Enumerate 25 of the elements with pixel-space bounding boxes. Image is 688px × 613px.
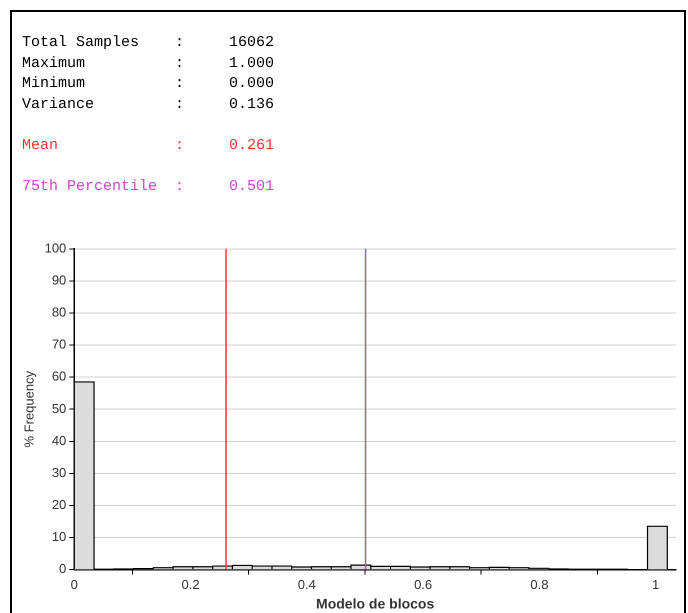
x-tick-label: 0.2 [182,576,200,592]
y-tick-label: 30 [52,464,66,480]
y-tick-label: 90 [52,272,66,288]
y-tick-label: 40 [52,432,66,448]
text: Total Samples : 16062 [22,33,274,53]
text: Maximum : 1.000 [22,54,274,74]
text: Minimum : 0.000 [22,74,274,94]
y-tick-label: 100 [44,240,66,256]
x-tick-label: 0.4 [298,576,316,592]
x-tick-label: 0.6 [414,576,432,592]
y-tick-label: 70 [52,336,66,352]
y-axis-title: % Frequency [21,370,36,448]
y-tick-label: 60 [52,368,66,384]
x-tick-label: 0.8 [530,576,548,592]
x-axis-title: Modelo de blocos [316,595,434,612]
y-tick-label: 0 [59,561,66,576]
y-tick-label: 10 [52,529,66,544]
ref-line-label: 75th Percentile : 0.501 [22,176,274,196]
y-tick-label: 80 [52,304,66,320]
x-tick-label: 1 [652,576,660,592]
y-tick-label: 20 [52,497,66,512]
text: Variance : 0.136 [22,94,274,114]
x-tick-label: 0 [70,576,78,592]
y-tick-label: 50 [52,400,66,416]
ref-line-label: Mean : 0.261 [22,136,274,156]
